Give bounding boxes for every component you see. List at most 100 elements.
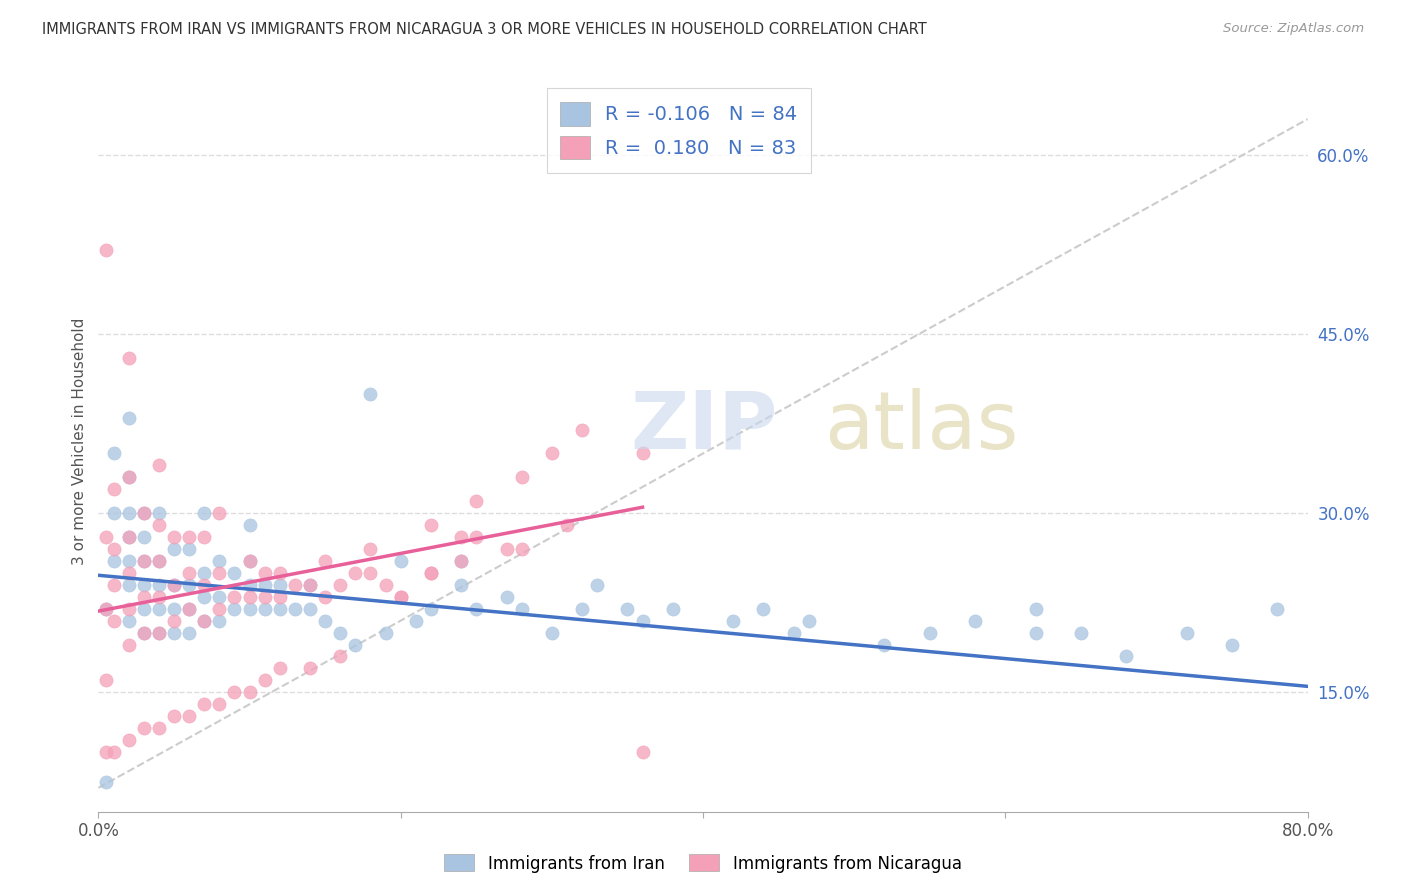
Point bbox=[179, 541, 201, 556]
Point bbox=[299, 601, 322, 615]
Point bbox=[555, 518, 578, 533]
Point bbox=[797, 614, 820, 628]
Text: atlas: atlas bbox=[824, 388, 1018, 466]
Point bbox=[253, 566, 276, 580]
Point bbox=[94, 745, 117, 759]
Point bbox=[723, 614, 745, 628]
Point bbox=[1175, 625, 1198, 640]
Point bbox=[239, 685, 262, 699]
Point bbox=[118, 578, 141, 592]
Point bbox=[918, 625, 941, 640]
Point bbox=[284, 601, 307, 615]
Point bbox=[179, 601, 201, 615]
Point bbox=[118, 351, 141, 365]
Point bbox=[103, 483, 125, 497]
Point bbox=[193, 698, 215, 712]
Point bbox=[103, 614, 125, 628]
Point bbox=[465, 494, 488, 508]
Point bbox=[269, 566, 291, 580]
Point bbox=[616, 601, 638, 615]
Point bbox=[344, 638, 367, 652]
Point bbox=[360, 541, 382, 556]
Point bbox=[374, 578, 396, 592]
Point bbox=[163, 614, 186, 628]
Point bbox=[360, 386, 382, 401]
Point bbox=[148, 590, 170, 604]
Point bbox=[118, 470, 141, 484]
Point bbox=[329, 649, 352, 664]
Point bbox=[586, 578, 609, 592]
Point bbox=[329, 625, 352, 640]
Point bbox=[132, 625, 155, 640]
Point bbox=[193, 578, 215, 592]
Point bbox=[571, 423, 593, 437]
Point bbox=[179, 530, 201, 544]
Point bbox=[540, 625, 562, 640]
Point bbox=[314, 554, 336, 568]
Point bbox=[132, 554, 155, 568]
Point bbox=[94, 601, 117, 615]
Point bbox=[495, 541, 517, 556]
Point bbox=[118, 733, 141, 747]
Point bbox=[752, 601, 775, 615]
Point bbox=[103, 446, 125, 460]
Point bbox=[314, 614, 336, 628]
Point bbox=[420, 518, 443, 533]
Point bbox=[179, 709, 201, 723]
Point bbox=[450, 578, 472, 592]
Point bbox=[510, 470, 533, 484]
Point bbox=[299, 661, 322, 675]
Point bbox=[389, 554, 412, 568]
Point bbox=[1024, 601, 1046, 615]
Point bbox=[450, 554, 472, 568]
Point bbox=[631, 446, 654, 460]
Point bbox=[253, 590, 276, 604]
Point bbox=[208, 566, 231, 580]
Point bbox=[239, 554, 262, 568]
Point bbox=[118, 614, 141, 628]
Text: Source: ZipAtlas.com: Source: ZipAtlas.com bbox=[1223, 22, 1364, 36]
Point bbox=[299, 578, 322, 592]
Point bbox=[405, 614, 427, 628]
Point bbox=[103, 554, 125, 568]
Point bbox=[208, 590, 231, 604]
Point bbox=[239, 601, 262, 615]
Point bbox=[269, 601, 291, 615]
Point bbox=[132, 721, 155, 735]
Point bbox=[179, 578, 201, 592]
Point bbox=[179, 566, 201, 580]
Point bbox=[132, 506, 155, 520]
Point bbox=[540, 446, 562, 460]
Point bbox=[1024, 625, 1046, 640]
Point bbox=[269, 590, 291, 604]
Point bbox=[148, 554, 170, 568]
Point bbox=[253, 673, 276, 688]
Point bbox=[329, 578, 352, 592]
Point bbox=[132, 578, 155, 592]
Point bbox=[224, 566, 246, 580]
Point bbox=[118, 506, 141, 520]
Point bbox=[253, 601, 276, 615]
Point bbox=[94, 244, 117, 258]
Point bbox=[389, 590, 412, 604]
Point bbox=[239, 590, 262, 604]
Point bbox=[163, 601, 186, 615]
Point bbox=[631, 745, 654, 759]
Point bbox=[132, 601, 155, 615]
Legend: R = -0.106   N = 84, R =  0.180   N = 83: R = -0.106 N = 84, R = 0.180 N = 83 bbox=[547, 88, 811, 173]
Point bbox=[118, 601, 141, 615]
Point bbox=[344, 566, 367, 580]
Point bbox=[420, 601, 443, 615]
Point bbox=[163, 530, 186, 544]
Point bbox=[163, 578, 186, 592]
Point bbox=[965, 614, 987, 628]
Point bbox=[118, 530, 141, 544]
Point bbox=[450, 554, 472, 568]
Point bbox=[224, 685, 246, 699]
Point bbox=[420, 566, 443, 580]
Point bbox=[239, 554, 262, 568]
Point bbox=[239, 518, 262, 533]
Point bbox=[783, 625, 806, 640]
Point bbox=[299, 578, 322, 592]
Point bbox=[118, 638, 141, 652]
